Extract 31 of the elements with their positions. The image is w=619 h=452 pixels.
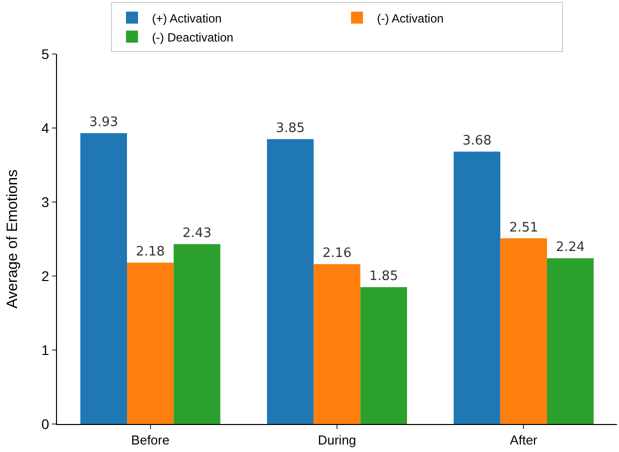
x-tick-label: After — [510, 432, 538, 448]
data-label: 2.18 — [136, 244, 165, 260]
data-label: 2.16 — [322, 246, 352, 262]
bar — [174, 244, 220, 424]
y-tick-label: 5 — [41, 46, 50, 62]
bar — [314, 264, 360, 424]
y-tick-label: 4 — [41, 120, 50, 136]
data-label: 3.93 — [89, 115, 118, 130]
y-axis-title: Average of Emotions — [4, 170, 21, 308]
data-label: 2.24 — [556, 240, 585, 256]
y-tick-label: 3 — [41, 194, 50, 210]
legend-label: (-) Activation — [377, 11, 444, 26]
bar — [454, 152, 500, 424]
y-tick-label: 0 — [41, 416, 50, 432]
legend-label: (+) Activation — [152, 11, 222, 26]
data-label: 3.68 — [462, 134, 492, 149]
bar — [80, 133, 127, 424]
bar — [360, 287, 407, 424]
x-tick-label: Before — [131, 432, 170, 448]
y-tick-label: 2 — [41, 268, 50, 284]
data-label: 2.51 — [509, 220, 538, 236]
data-label: 2.43 — [182, 226, 212, 242]
y-tick-label: 1 — [41, 342, 50, 358]
bar — [127, 262, 174, 424]
bar — [500, 238, 547, 424]
data-label: 1.85 — [369, 269, 398, 284]
x-tick-label: During — [318, 432, 356, 448]
bar — [547, 258, 594, 424]
data-label: 3.85 — [276, 121, 305, 136]
bar — [267, 139, 314, 424]
legend-label: (-) Deactivation — [152, 30, 234, 44]
